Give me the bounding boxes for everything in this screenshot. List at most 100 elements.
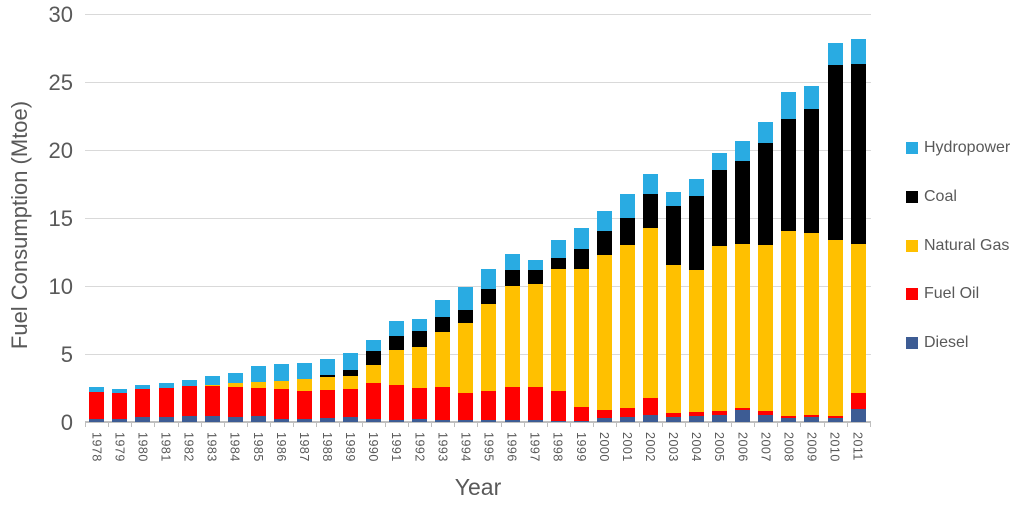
fuel-oil-segment (596, 409, 612, 418)
fuel-oil-segment (181, 385, 197, 416)
x-axis-tick (223, 422, 225, 427)
x-axis-tick (569, 422, 571, 427)
fuel-oil-segment (296, 390, 312, 419)
hydropower-segment (827, 43, 843, 65)
legend-item-natural-gas: Natural Gas (906, 237, 1009, 255)
x-tick-label: 1998 (550, 432, 565, 462)
hydropower-segment (804, 86, 820, 109)
x-tick-label: 1986 (273, 432, 288, 462)
x-axis-tick (662, 422, 663, 427)
fuel-oil-segment (827, 415, 843, 418)
legend-swatch-icon (906, 239, 918, 252)
legend-item-coal: Coal (906, 188, 957, 206)
x-tick-label: 1993 (435, 432, 450, 462)
coal-segment (389, 335, 405, 350)
bar-1978 (89, 14, 105, 422)
bar-2001 (619, 14, 635, 422)
x-tick-label: 1985 (250, 432, 265, 462)
diesel-segment (781, 417, 797, 422)
hydropower-segment (89, 387, 105, 393)
diesel-segment (481, 419, 497, 422)
x-axis-tick (454, 422, 456, 427)
bar-2003 (666, 14, 682, 422)
hydropower-segment (366, 339, 382, 352)
fuel-oil-segment (504, 387, 520, 420)
diesel-segment (666, 416, 682, 422)
x-tick-label: 1983 (204, 432, 219, 462)
coal-segment (781, 118, 797, 231)
hydropower-segment (504, 254, 520, 270)
x-tick-label: 2002 (642, 432, 657, 462)
fuel-oil-segment (850, 392, 866, 410)
x-tick-label: 2010 (827, 432, 842, 462)
coal-segment (320, 375, 335, 378)
coal-segment (504, 269, 520, 286)
grid-line-25 (85, 81, 871, 83)
natural-gas-segment (343, 376, 359, 389)
coal-segment (827, 65, 843, 240)
fuel-oil-segment (366, 383, 382, 420)
x-tick-label: 1994 (458, 432, 473, 462)
y-tick-label: 15 (48, 206, 73, 231)
x-axis-tick (546, 422, 548, 427)
diesel-segment (366, 419, 382, 422)
diesel-segment (89, 418, 105, 422)
x-tick-label: 1978 (89, 432, 104, 462)
natural-gas-segment (250, 381, 266, 388)
coal-segment (412, 330, 428, 347)
bar-1990 (366, 14, 382, 422)
bar-2000 (596, 14, 612, 422)
x-axis-tick (339, 422, 341, 427)
coal-segment (758, 142, 774, 246)
diesel-segment (204, 415, 220, 422)
x-tick-label: 2006 (735, 432, 750, 462)
bar-2009 (804, 14, 820, 422)
hydropower-segment (619, 194, 635, 218)
natural-gas-segment (804, 232, 820, 416)
x-tick-label: 1979 (112, 432, 127, 462)
fuel-oil-segment (273, 389, 289, 419)
coal-segment (435, 317, 451, 332)
fuel-oil-segment (158, 388, 174, 418)
coal-segment (573, 249, 589, 269)
hydropower-segment (781, 92, 797, 119)
legend-swatch-icon (906, 142, 918, 154)
x-axis-tick (246, 422, 248, 427)
coal-segment (804, 108, 820, 233)
coal-segment (550, 258, 566, 269)
natural-gas-segment (596, 255, 612, 410)
bar-2010 (827, 14, 843, 422)
diesel-segment (712, 415, 728, 422)
x-tick-label: 1999 (573, 432, 588, 462)
bar-1994 (458, 14, 474, 422)
fuel-oil-segment (389, 385, 405, 420)
bar-1979 (112, 14, 128, 422)
x-axis-tick (777, 422, 779, 427)
y-tick-label: 10 (48, 274, 73, 299)
bar-1996 (504, 14, 520, 422)
x-axis-tick (177, 422, 179, 427)
hydropower-segment (343, 353, 359, 370)
y-tick-label: 5 (60, 342, 73, 367)
legend-item-diesel: Diesel (906, 334, 968, 352)
fuel-oil-segment (573, 407, 589, 421)
hydropower-segment (227, 373, 243, 383)
x-axis-tick (731, 422, 733, 427)
bar-1993 (435, 14, 451, 422)
bar-2007 (758, 14, 774, 422)
coal-segment (666, 206, 682, 265)
fuel-oil-segment (412, 388, 428, 420)
natural-gas-segment (827, 239, 843, 416)
x-tick-label: 1996 (504, 432, 519, 462)
x-axis-tick (869, 422, 871, 427)
fuel-oil-segment (735, 407, 751, 411)
hydropower-segment (320, 358, 335, 376)
natural-gas-segment (227, 382, 243, 387)
legend-item-hydropower: Hydropower (906, 139, 1010, 157)
fuel-oil-segment (689, 411, 705, 416)
x-tick-label: 1987 (296, 432, 311, 462)
fuel-oil-segment (804, 415, 820, 418)
legend-swatch-icon (906, 288, 918, 301)
hydropower-segment (573, 227, 589, 250)
fuel-oil-segment (435, 387, 451, 420)
